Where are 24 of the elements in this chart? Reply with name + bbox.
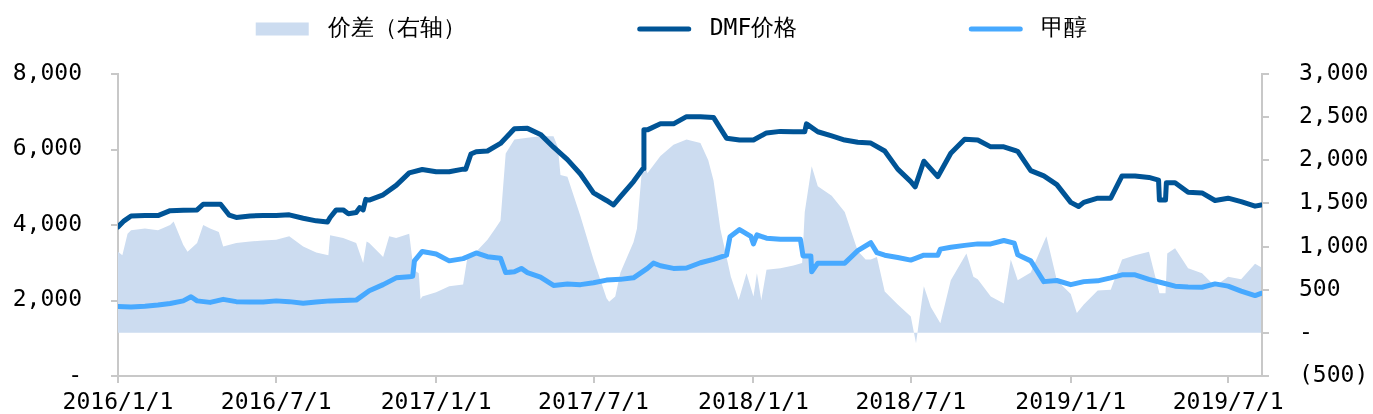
x-tick-label: 2018/7/1 xyxy=(855,387,967,414)
y2-tick-label: (500) xyxy=(1299,360,1369,387)
x-tick-label: 2016/1/1 xyxy=(62,387,174,414)
y2-tick-label: 2,000 xyxy=(1299,145,1369,172)
y2-tick-label: 3,000 xyxy=(1299,58,1369,85)
y-tick-label: 2,000 xyxy=(12,285,82,312)
legend-label: 甲醇 xyxy=(1041,13,1088,40)
x-tick-label: 2017/1/1 xyxy=(380,387,492,414)
y-tick-label: 6,000 xyxy=(12,134,82,161)
legend-label: 价差（右轴） xyxy=(326,13,466,40)
x-tick-label: 2017/7/1 xyxy=(538,387,649,414)
x-tick-label: 2019/7/1 xyxy=(1172,387,1284,414)
y2-tick-label: 1,000 xyxy=(1299,231,1369,258)
x-tick-label: 2016/7/1 xyxy=(220,387,332,414)
y-tick-label: 4,000 xyxy=(12,209,82,236)
y2-tick-label: 1,500 xyxy=(1299,188,1369,215)
y2-tick-label: 500 xyxy=(1299,274,1341,301)
x-tick-label: 2019/1/1 xyxy=(1015,387,1127,414)
x-tick-label: 2018/1/1 xyxy=(698,387,809,414)
y2-tick-label: - xyxy=(1299,317,1313,344)
legend-label: DMF价格 xyxy=(709,13,798,40)
y2-tick-label: 2,500 xyxy=(1299,102,1369,129)
y-tick-label: 8,000 xyxy=(12,58,82,85)
y-tick-label: - xyxy=(68,360,82,387)
